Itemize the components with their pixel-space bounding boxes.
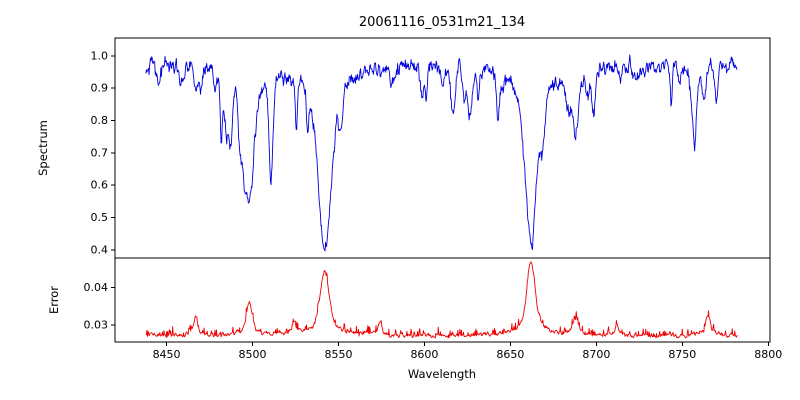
error-line <box>145 261 738 339</box>
y-tick-label: 0.9 <box>91 82 109 95</box>
y-tick-label: 1.0 <box>91 49 109 62</box>
y-axis-label-spectrum: Spectrum <box>36 120 50 176</box>
x-tick-label: 8750 <box>668 348 696 361</box>
panel-frame-error <box>114 257 771 343</box>
y-tick-label: 0.03 <box>84 319 109 332</box>
y-tick-label: 0.5 <box>91 211 109 224</box>
y-tick-label: 0.8 <box>91 114 109 127</box>
x-tick-label: 8500 <box>239 348 267 361</box>
axes-layer: 8450 8500 8550 8600 8650 8700 8750 8800 0.4 0.5 0.… <box>84 37 782 361</box>
x-tick-label: 8550 <box>324 348 352 361</box>
spectrum-line <box>145 54 738 252</box>
x-tick-label: 8600 <box>410 348 438 361</box>
x-axis-label: Wavelength <box>408 367 476 381</box>
x-tick-label: 8650 <box>496 348 524 361</box>
panel-frame-spectrum <box>114 37 771 259</box>
y-tick-label: 0.04 <box>84 281 109 294</box>
y-tick-label: 0.6 <box>91 179 109 192</box>
data-lines-layer <box>145 54 738 339</box>
x-tick-label: 8800 <box>754 348 782 361</box>
y-axis-label-error: Error <box>47 286 61 314</box>
y-tick-label: 0.4 <box>91 243 109 256</box>
x-tick-label: 8450 <box>153 348 181 361</box>
x-tick-label: 8700 <box>582 348 610 361</box>
chart-title: 20061116_0531m21_134 <box>359 15 525 30</box>
y-tick-label: 0.7 <box>91 146 109 159</box>
